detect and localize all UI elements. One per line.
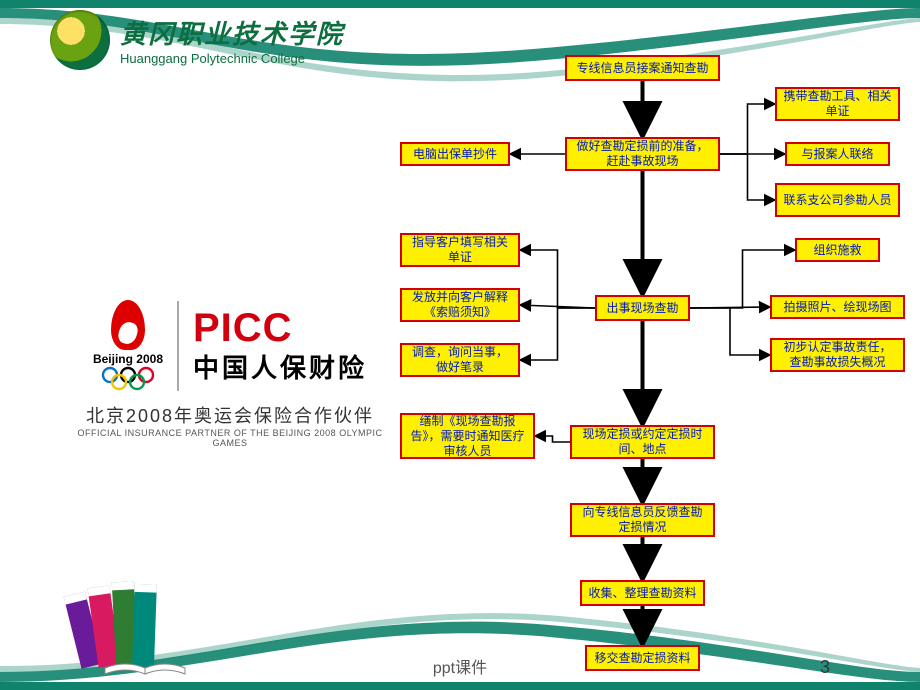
flow-node-r2a: 携带查勘工具、相关单证: [775, 87, 900, 121]
college-name-en: Huanggang Polytechnic College: [120, 51, 344, 66]
college-name-zh: 黄冈职业技术学院: [120, 14, 344, 51]
partner-line-en: OFFICIAL INSURANCE PARTNER OF THE BEIJIN…: [60, 428, 400, 448]
flow-node-n1: 专线信息员接案通知查勘: [565, 55, 720, 81]
flow-node-r3c: 初步认定事故责任，查勘事故损失概况: [770, 338, 905, 372]
flow-node-r3b: 拍摄照片、绘现场图: [770, 295, 905, 319]
flow-node-r2b: 与报案人联络: [785, 142, 890, 166]
flow-node-r3a: 组织施救: [795, 238, 880, 262]
college-header: 黄冈职业技术学院 Huanggang Polytechnic College: [50, 10, 344, 70]
olympic-rings-icon: [100, 366, 156, 392]
flowchart: 专线信息员接案通知查勘做好查勘定损前的准备，赶赴事故现场出事现场查勘现场定损或约…: [400, 55, 910, 675]
flow-node-n2: 做好查勘定损前的准备，赶赴事故现场: [565, 137, 720, 171]
flow-node-l3c: 调查，询问当事，做好笔录: [400, 343, 520, 377]
slide: 黄冈职业技术学院 Huanggang Polytechnic College B…: [0, 0, 920, 690]
partner-line-zh: 北京2008年奥运会保险合作伙伴: [60, 402, 400, 428]
flow-node-r2c: 联系支公司参勘人员: [775, 183, 900, 217]
beijing2008-logo: Beijing 2008: [93, 300, 163, 392]
flow-node-n7: 移交查勘定损资料: [585, 645, 700, 671]
flow-node-n3: 出事现场查勘: [595, 295, 690, 321]
flow-node-n5: 向专线信息员反馈查勘定损情况: [570, 503, 715, 537]
books-icon: [50, 570, 190, 680]
divider: [177, 301, 179, 391]
picc-brand-zh: 中国人保财险: [193, 348, 367, 385]
beijing2008-caption: Beijing 2008: [93, 352, 163, 366]
flow-node-l3b: 发放并向客户解释《索赔须知》: [400, 288, 520, 322]
flow-node-l4: 缮制《现场查勘报告》，需要时通知医疗审核人员: [400, 413, 535, 459]
picc-brand-en: PICC: [193, 308, 367, 348]
picc-sponsor-block: Beijing 2008 PICC 中国人保财险 北京2008年奥运会保险合作伙…: [60, 300, 400, 448]
flow-node-l3a: 指导客户填写相关单证: [400, 233, 520, 267]
flow-node-n4: 现场定损或约定定损时间、地点: [570, 425, 715, 459]
dancing-beijing-icon: [111, 300, 145, 350]
college-logo-icon: [50, 10, 110, 70]
flow-node-l2a: 电脑出保单抄件: [400, 142, 510, 166]
flow-node-n6: 收集、整理查勘资料: [580, 580, 705, 606]
